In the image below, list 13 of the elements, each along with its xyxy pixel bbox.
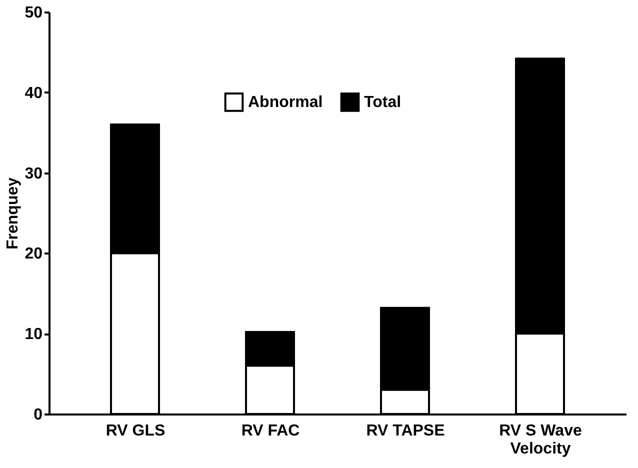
y-tick-label: 10 <box>24 326 43 344</box>
legend-label: Abnormal <box>248 94 323 112</box>
y-tick-label: 30 <box>24 165 43 182</box>
y-tick-label: 20 <box>24 246 43 263</box>
legend-label: Total <box>364 94 402 112</box>
x-tick-label: RV TAPSE <box>366 422 446 440</box>
y-tick-label: 40 <box>24 84 43 102</box>
x-tick-label: RV FAC <box>241 422 300 440</box>
y-axis-title: Frenquey <box>4 177 22 250</box>
x-tick-label: RV S Wave Velocity <box>499 422 582 458</box>
y-tick-label: 0 <box>34 406 43 424</box>
x-tick-label: RV GLS <box>106 422 166 440</box>
y-tick-label: 50 <box>24 4 43 22</box>
